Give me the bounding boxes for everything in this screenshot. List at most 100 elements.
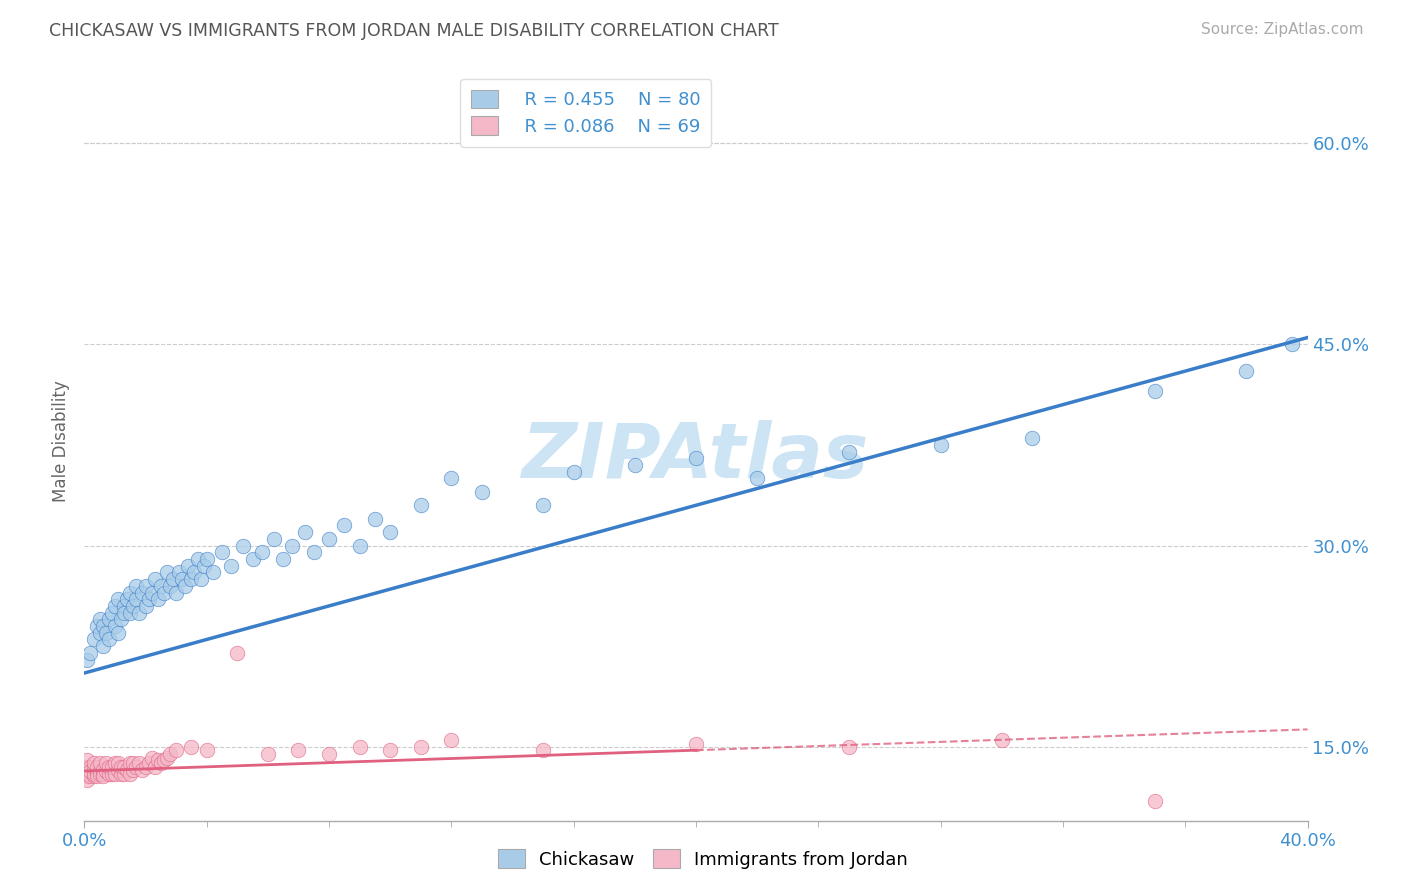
Point: [86, 760, 108, 774]
Point: [143, 572, 166, 586]
Point: [89, 756, 111, 770]
Point: [112, 599, 135, 613]
Point: [94, 625, 117, 640]
Point: [409, 739, 432, 754]
Point: [929, 438, 952, 452]
Point: [107, 756, 129, 770]
Point: [135, 579, 157, 593]
Point: [162, 572, 184, 586]
Point: [172, 572, 194, 586]
Point: [125, 592, 148, 607]
Legend:   R = 0.455    N = 80,   R = 0.086    N = 69: R = 0.455 N = 80, R = 0.086 N = 69: [460, 79, 711, 146]
Point: [107, 763, 129, 777]
Point: [141, 750, 163, 764]
Point: [79, 769, 101, 783]
Point: [153, 753, 176, 767]
Point: [131, 585, 153, 599]
Legend: Chickasaw, Immigrants from Jordan: Chickasaw, Immigrants from Jordan: [491, 842, 915, 876]
Point: [174, 579, 197, 593]
Point: [1312, 129, 1334, 144]
Point: [1281, 337, 1303, 351]
Point: [135, 599, 157, 613]
Point: [86, 619, 108, 633]
Point: [685, 451, 707, 466]
Point: [91, 619, 114, 633]
Point: [156, 566, 179, 580]
Text: ZIPAtlas: ZIPAtlas: [522, 420, 870, 493]
Point: [131, 763, 153, 777]
Point: [97, 612, 120, 626]
Point: [91, 639, 114, 653]
Point: [380, 525, 402, 540]
Point: [165, 585, 187, 599]
Point: [115, 763, 138, 777]
Point: [232, 539, 254, 553]
Point: [104, 619, 127, 633]
Point: [83, 632, 105, 647]
Point: [120, 585, 142, 599]
Point: [471, 484, 494, 499]
Point: [128, 606, 150, 620]
Text: Source: ZipAtlas.com: Source: ZipAtlas.com: [1201, 22, 1364, 37]
Point: [440, 733, 463, 747]
Point: [76, 753, 98, 767]
Point: [838, 739, 860, 754]
Point: [287, 742, 309, 756]
Point: [135, 760, 157, 774]
Point: [1236, 364, 1258, 378]
Point: [79, 760, 101, 774]
Point: [83, 760, 105, 774]
Point: [112, 766, 135, 780]
Point: [97, 632, 120, 647]
Point: [107, 625, 129, 640]
Point: [76, 760, 98, 774]
Point: [180, 739, 202, 754]
Point: [79, 764, 101, 778]
Point: [146, 592, 169, 607]
Point: [211, 545, 233, 559]
Point: [380, 742, 402, 756]
Point: [76, 769, 98, 783]
Point: [89, 625, 111, 640]
Point: [76, 766, 98, 780]
Point: [112, 760, 135, 774]
Point: [120, 756, 142, 770]
Point: [167, 566, 190, 580]
Point: [83, 769, 105, 783]
Point: [79, 646, 101, 660]
Point: [302, 545, 325, 559]
Point: [180, 572, 202, 586]
Point: [294, 525, 316, 540]
Point: [409, 498, 432, 512]
Point: [165, 742, 187, 756]
Point: [190, 572, 212, 586]
Point: [747, 471, 769, 485]
Point: [86, 766, 108, 780]
Point: [101, 760, 124, 774]
Point: [685, 737, 707, 751]
Point: [263, 532, 285, 546]
Point: [91, 769, 114, 783]
Point: [94, 764, 117, 778]
Point: [257, 747, 280, 761]
Point: [177, 558, 200, 573]
Point: [89, 764, 111, 778]
Point: [242, 552, 264, 566]
Point: [226, 646, 249, 660]
Point: [110, 766, 132, 780]
Point: [153, 585, 176, 599]
Point: [146, 753, 169, 767]
Point: [125, 579, 148, 593]
Point: [149, 756, 172, 770]
Point: [89, 612, 111, 626]
Point: [186, 552, 208, 566]
Point: [991, 733, 1014, 747]
Point: [76, 652, 98, 666]
Point: [120, 606, 142, 620]
Point: [83, 756, 105, 770]
Point: [112, 606, 135, 620]
Point: [143, 760, 166, 774]
Point: [281, 539, 304, 553]
Point: [97, 760, 120, 774]
Point: [97, 766, 120, 780]
